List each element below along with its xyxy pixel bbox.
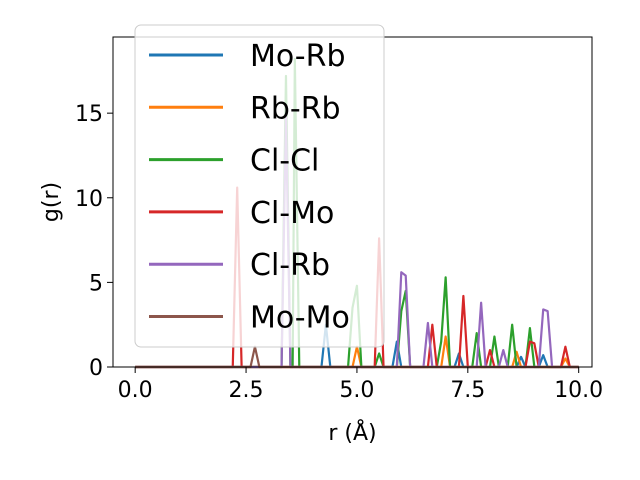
- x-tick-label: 10.0: [554, 378, 603, 403]
- x-tick-label: 7.5: [450, 378, 485, 403]
- y-tick-label: 0: [89, 356, 103, 381]
- legend-label-cl-cl: Cl-Cl: [250, 144, 319, 179]
- legend-label-rb-rb: Rb-Rb: [250, 91, 341, 126]
- legend-box: [134, 24, 385, 348]
- x-tick-label: 0.0: [118, 378, 153, 403]
- legend-label-cl-rb: Cl-Rb: [250, 248, 330, 283]
- x-tick-label: 5.0: [339, 378, 374, 403]
- x-axis-label: r (Å): [328, 419, 376, 446]
- axes-layer: 0.0 2.5 5.0 7.5 10.0 0 5 10 15: [75, 36, 603, 403]
- legend-label-cl-mo: Cl-Mo: [250, 196, 334, 231]
- y-axis-label: g(r): [39, 182, 64, 222]
- x-tick-label: 2.5: [229, 378, 264, 403]
- y-tick-label: 5: [89, 271, 103, 296]
- y-tick-label: 15: [75, 102, 103, 127]
- y-tick-label: 10: [75, 187, 103, 212]
- legend-label-mo-mo: Mo-Mo: [250, 301, 350, 336]
- legend-label-mo-rb: Mo-Rb: [250, 39, 346, 74]
- legend: Mo-Rb Rb-Rb Cl-Cl Cl-Mo Cl-Rb Mo-Mo: [134, 24, 385, 348]
